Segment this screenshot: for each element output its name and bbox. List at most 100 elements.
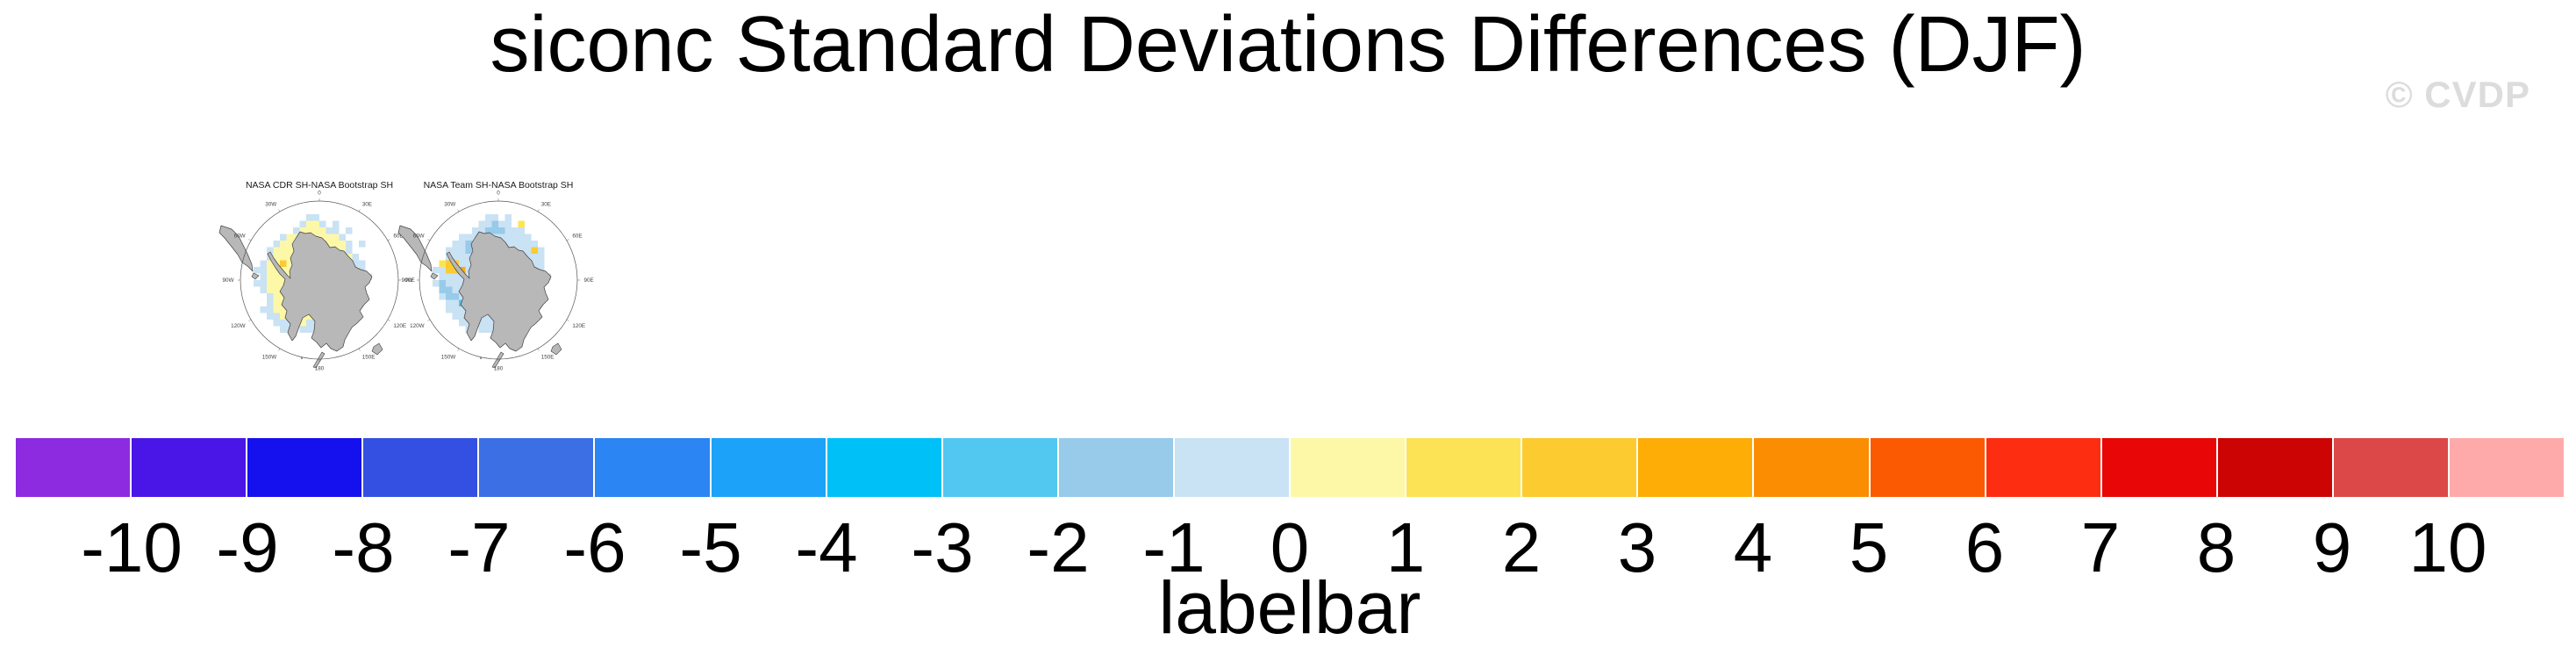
- lon-label-30E: 30E: [541, 202, 551, 208]
- diff-cell: [446, 247, 453, 254]
- labelbar-tick-1: 1: [1385, 508, 1426, 586]
- diff-cell: [273, 241, 280, 248]
- diff-cell: [531, 260, 538, 267]
- diff-cell: [465, 260, 472, 267]
- diff-cell: [498, 227, 505, 234]
- diff-cell: [280, 241, 287, 248]
- diff-cell: [267, 267, 274, 274]
- lon-label-60E: 60E: [572, 233, 582, 239]
- diff-cell: [465, 254, 472, 261]
- labelbar-tick-10: 10: [2408, 508, 2487, 586]
- diff-cell: [452, 293, 459, 300]
- diff-cell: [485, 214, 492, 221]
- labelbar-box-5: [595, 438, 712, 497]
- diff-cell: [439, 280, 446, 287]
- labelbar-box-10: [1174, 438, 1292, 497]
- lon-label-120E: 120E: [572, 323, 585, 329]
- labelbar-tick-7: 7: [2080, 508, 2121, 586]
- labelbar-color-boxes: [16, 438, 2565, 497]
- diff-cell: [485, 313, 492, 320]
- diff-cell: [459, 247, 466, 254]
- diff-cell: [346, 227, 353, 234]
- lon-label-60E: 60E: [393, 233, 403, 239]
- diff-cell: [339, 234, 346, 241]
- diff-cell: [459, 280, 466, 287]
- labelbar-tick-4: 4: [1733, 508, 1773, 586]
- labelbar-tick-3: 3: [1617, 508, 1657, 586]
- diff-cell: [299, 220, 306, 227]
- longitude-labels: 0 30E 60E 90E 120E 150E 180 150W 120W 90W 60W 30W: [402, 191, 594, 372]
- diff-cell: [319, 227, 326, 234]
- diff-cell: [267, 247, 274, 254]
- antarctic-map-cdr: 0 30E 60E 90E 120E 150E 180 150W 120W 90W 60W 30W: [218, 191, 415, 372]
- diff-cell: [465, 241, 472, 248]
- labelbar-tick--6: -6: [563, 508, 626, 586]
- diff-cell: [286, 260, 293, 267]
- diff-cell: [504, 241, 512, 248]
- diff-cell: [359, 260, 366, 267]
- lon-label-150W: 150W: [262, 354, 277, 360]
- lon-tick-30W: [457, 209, 460, 212]
- labelbar-tick--4: -4: [795, 508, 858, 586]
- diff-cell: [273, 280, 280, 287]
- labelbar-box-13: [1522, 438, 1639, 497]
- lon-label-120W: 120W: [231, 323, 246, 329]
- lon-tick-30E: [358, 209, 361, 212]
- diff-cell: [299, 227, 306, 234]
- diff-cell: [306, 214, 313, 221]
- diff-cell: [333, 227, 340, 234]
- lon-tick-60W: [427, 239, 431, 241]
- diff-cell: [280, 260, 287, 267]
- diff-cell: [439, 293, 446, 300]
- diff-cell: [485, 326, 492, 333]
- diff-cell: [518, 227, 525, 234]
- labelbar-tick--10: -10: [81, 508, 182, 586]
- diff-cell: [267, 260, 274, 267]
- lon-label-150E: 150E: [541, 354, 555, 360]
- diff-cell: [459, 254, 466, 261]
- diff-cell: [333, 241, 340, 248]
- diff-cell: [518, 241, 525, 248]
- diff-cell: [267, 280, 274, 287]
- lon-tick-120W: [248, 319, 252, 321]
- diff-cell: [465, 234, 472, 241]
- diff-cell: [339, 247, 346, 254]
- diff-cell: [352, 254, 359, 261]
- diff-cell: [478, 326, 485, 333]
- diff-cell: [260, 260, 267, 267]
- diff-cell: [333, 220, 340, 227]
- diff-cell: [346, 247, 353, 254]
- labelbar-tick-8: 8: [2196, 508, 2236, 586]
- labelbar-tick-0: 0: [1270, 508, 1310, 586]
- lon-tick-120E: [566, 319, 569, 321]
- diff-cell: [333, 234, 340, 241]
- diff-cell: [439, 260, 446, 267]
- diff-cell: [267, 293, 274, 300]
- labelbar-box-21: [2449, 438, 2565, 497]
- diff-cell: [452, 280, 459, 287]
- diff-cell: [504, 214, 512, 221]
- diff-cell: [465, 273, 472, 280]
- diff-cell: [280, 313, 287, 320]
- diff-cell: [452, 306, 459, 313]
- lon-tick-60E: [566, 239, 569, 241]
- diff-cell: [312, 214, 319, 221]
- labelbar-caption: labelbar: [1158, 566, 1421, 649]
- diff-cell: [459, 234, 466, 241]
- labelbar-box-17: [1986, 438, 2102, 497]
- lon-label-150W: 150W: [441, 354, 456, 360]
- diff-cell: [452, 299, 459, 306]
- diff-cell: [531, 247, 538, 254]
- diff-cell: [491, 220, 498, 227]
- diff-cell: [306, 313, 313, 320]
- labelbar-tick--7: -7: [447, 508, 511, 586]
- labelbar-tick--9: -9: [216, 508, 279, 586]
- diff-cell: [472, 227, 479, 234]
- diff-cell: [273, 286, 280, 293]
- diff-cell: [439, 267, 446, 274]
- diff-cell: [504, 227, 512, 234]
- labelbar-box-8: [942, 438, 1059, 497]
- labelbar-tick--1: -1: [1142, 508, 1206, 586]
- diff-cell: [433, 280, 440, 287]
- diff-cell: [446, 306, 453, 313]
